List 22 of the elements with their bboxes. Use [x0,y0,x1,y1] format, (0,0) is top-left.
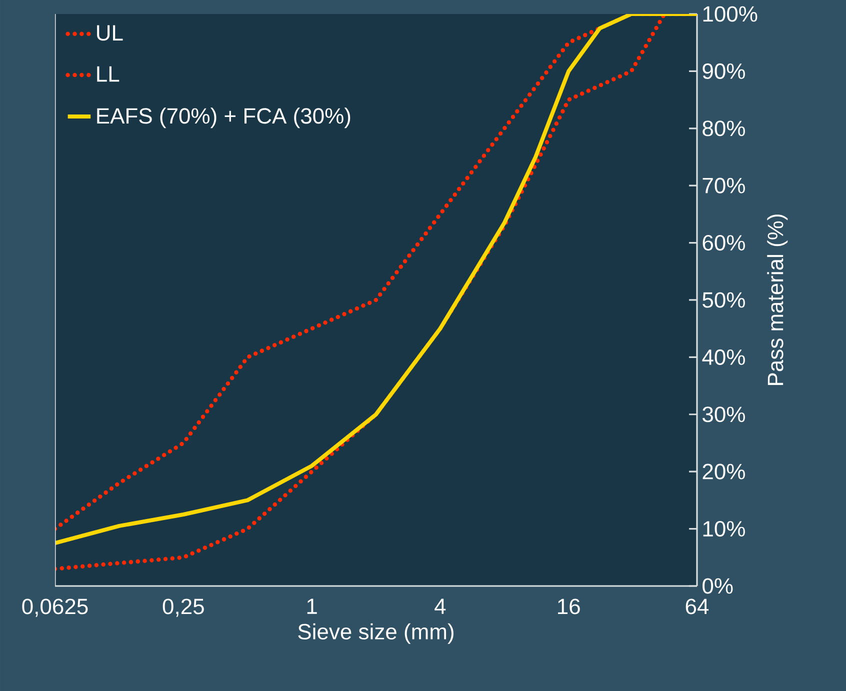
y-tick-label: 20% [702,464,745,480]
y-tick-label: 70% [702,178,745,194]
x-tick-label: 4 [434,598,446,614]
x-tick-label: 0,0625 [22,598,88,617]
x-tick-label: 1 [307,598,317,614]
legend-label: LL [97,66,120,82]
x-tick-label: 64 [686,598,709,614]
y-tick-label: 0% [702,578,733,594]
y-axis-title: Pass material (%) [767,214,788,385]
y-tick-label: 100% [703,6,758,22]
y-tick-label: 50% [702,292,745,308]
y-tick-label: 60% [702,234,745,251]
legend-label: EAFS (70%) + FCA (30%) [97,108,350,128]
y-tick-label: 90% [702,63,745,79]
y-tick-label: 80% [702,120,745,136]
x-axis-title: Sieve size (mm) [298,623,454,644]
y-tick-label: 30% [702,406,745,422]
y-tick-label: 10% [703,520,745,537]
legend-label: UL [97,25,123,41]
x-tick-label: 16 [558,598,580,614]
y-tick-label: 40% [702,349,745,365]
x-tick-label: 0,25 [162,598,204,617]
